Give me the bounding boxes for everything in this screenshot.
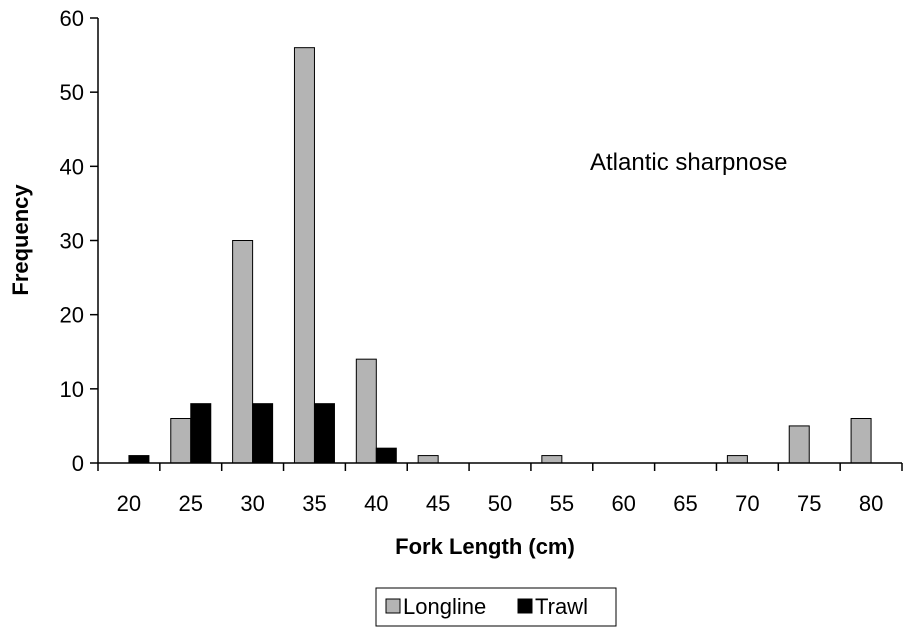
annotation-label: Atlantic sharpnose — [590, 149, 787, 176]
x-tick-label: 45 — [426, 491, 450, 516]
bar-trawl-30 — [252, 403, 274, 464]
bar-trawl-25 — [190, 403, 212, 464]
bar-longline-45 — [417, 455, 439, 464]
x-tick-label: 55 — [550, 491, 574, 516]
y-tick-label: 10 — [60, 377, 84, 402]
bars-layer — [128, 47, 872, 464]
x-tick-label: 75 — [797, 491, 821, 516]
bar-longline-25 — [170, 418, 192, 464]
legend-swatch-longline — [385, 598, 401, 614]
legend-frame — [375, 587, 617, 627]
bar-longline-30 — [232, 240, 254, 464]
x-tick-label: 25 — [179, 491, 203, 516]
x-tick-label: 65 — [673, 491, 697, 516]
x-axis-title: Fork Length (cm) — [395, 534, 575, 559]
legend-swatch-trawl — [517, 598, 533, 614]
bar-trawl-35 — [313, 403, 335, 464]
axes — [97, 18, 902, 464]
x-tick-label: 80 — [859, 491, 883, 516]
y-tick-label: 60 — [60, 6, 84, 31]
bar-trawl-20 — [128, 455, 150, 464]
bar-longline-70 — [726, 455, 748, 464]
legend-label-longline: Longline — [403, 594, 486, 619]
x-tick-label: 50 — [488, 491, 512, 516]
bar-trawl-40 — [375, 447, 397, 464]
y-ticks: 0 10 20 30 40 50 60 — [60, 6, 98, 476]
y-tick-label: 30 — [60, 229, 84, 254]
bar-longline-35 — [293, 47, 315, 464]
legend-label-trawl: Trawl — [535, 594, 588, 619]
x-tick-label: 20 — [117, 491, 141, 516]
x-tick-label: 70 — [735, 491, 759, 516]
legend: Longline Trawl — [375, 587, 617, 627]
x-tick-label: 60 — [611, 491, 635, 516]
y-tick-label: 40 — [60, 154, 84, 179]
bar-longline-80 — [850, 418, 872, 464]
y-tick-label: 0 — [72, 451, 84, 476]
bar-longline-75 — [788, 425, 810, 464]
y-axis-title: Frequency — [8, 184, 33, 296]
y-tick-label: 20 — [60, 303, 84, 328]
bar-longline-40 — [355, 358, 377, 464]
bar-longline-55 — [541, 455, 563, 464]
x-tick-label: 30 — [240, 491, 264, 516]
x-ticks: 20 25 30 35 40 45 50 55 60 65 70 75 80 — [97, 463, 903, 516]
x-tick-label: 40 — [364, 491, 388, 516]
y-tick-label: 50 — [60, 80, 84, 105]
x-tick-label: 35 — [302, 491, 326, 516]
